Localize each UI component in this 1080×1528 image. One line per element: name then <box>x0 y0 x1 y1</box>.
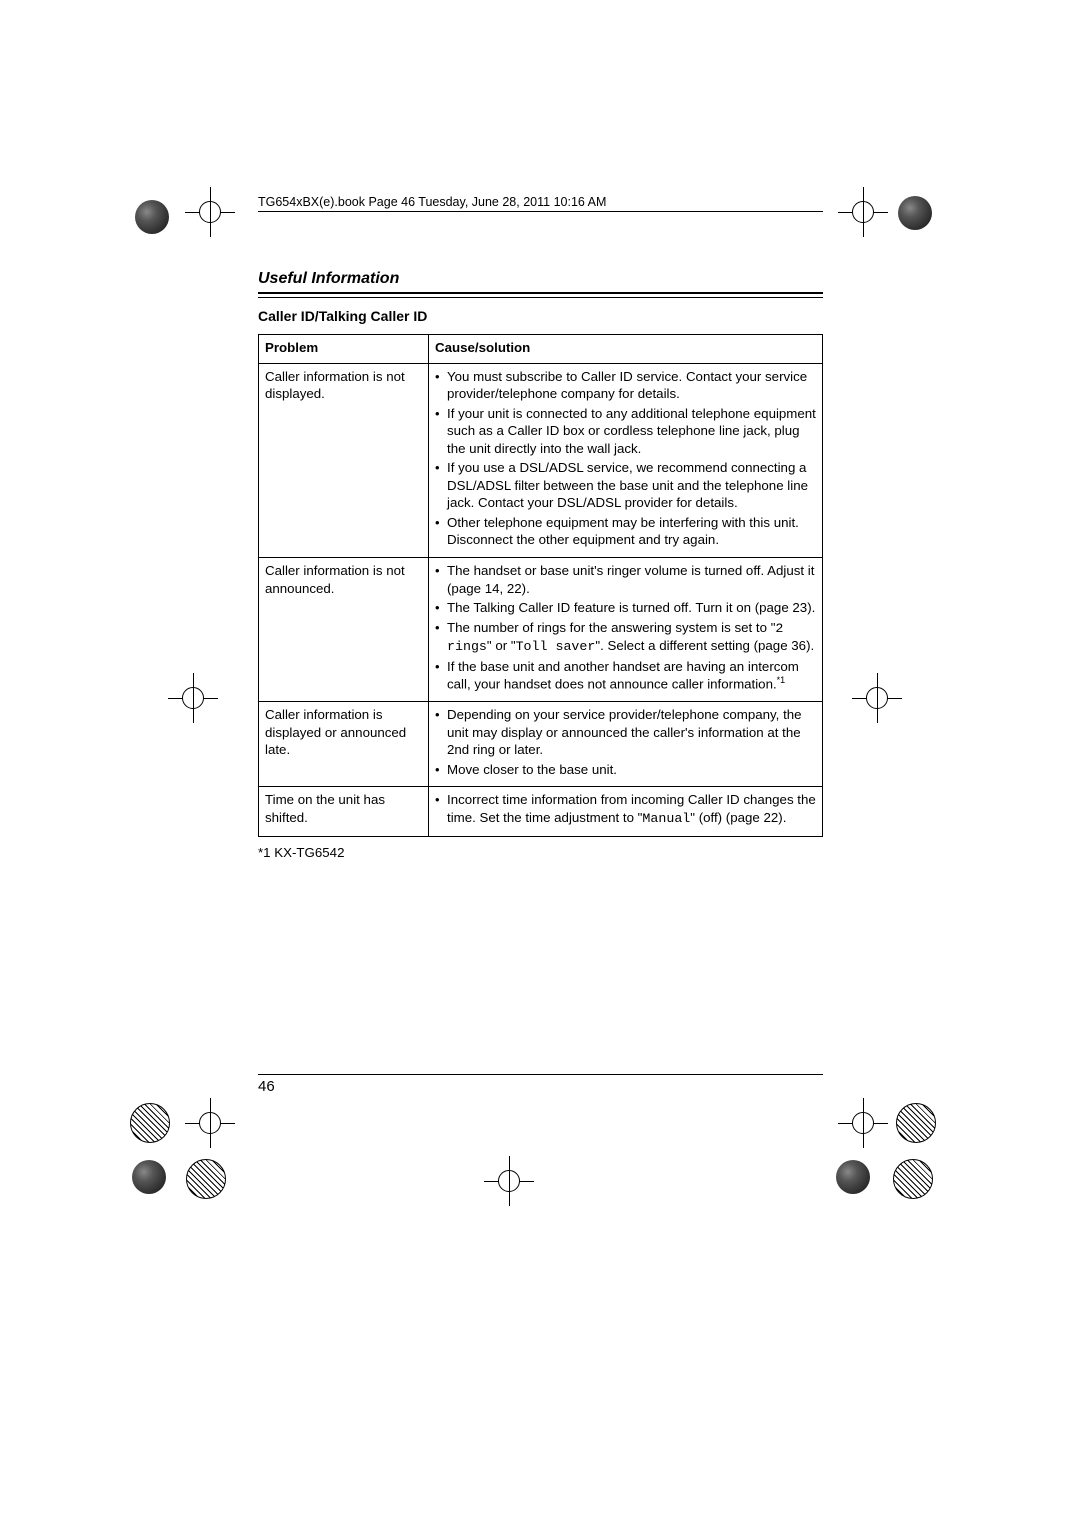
solution-item: Move closer to the base unit. <box>435 761 816 779</box>
solution-item: The handset or base unit's ringer volume… <box>435 562 816 597</box>
sphere-mark <box>135 200 169 234</box>
section-title: Useful Information <box>258 270 823 294</box>
registration-mark <box>193 1106 227 1140</box>
col-header-problem: Problem <box>259 335 429 364</box>
table-row: Caller information is not displayed.You … <box>259 363 823 557</box>
solution-item: If the base unit and another handset are… <box>435 658 816 694</box>
registration-mark <box>176 681 210 715</box>
registration-mark <box>846 195 880 229</box>
hatched-mark <box>893 1159 933 1199</box>
hatched-mark <box>186 1159 226 1199</box>
problem-cell: Time on the unit has shifted. <box>259 787 429 836</box>
page-number: 46 <box>258 1074 823 1095</box>
solution-item: You must subscribe to Caller ID service.… <box>435 368 816 403</box>
hatched-mark <box>896 1103 936 1143</box>
sphere-mark <box>132 1160 166 1194</box>
table-row: Caller information is not announced.The … <box>259 558 823 702</box>
problem-cell: Caller information is not announced. <box>259 558 429 702</box>
problem-cell: Caller information is not displayed. <box>259 363 429 557</box>
table-row: Caller information is displayed or annou… <box>259 702 823 787</box>
solution-item: Depending on your service provider/telep… <box>435 706 816 759</box>
registration-mark <box>492 1164 526 1198</box>
footnote: *1 KX-TG6542 <box>258 845 823 860</box>
solution-item: Incorrect time information from incoming… <box>435 791 816 827</box>
registration-mark <box>846 1106 880 1140</box>
solution-cell: The handset or base unit's ringer volume… <box>429 558 823 702</box>
registration-mark <box>860 681 894 715</box>
solution-item: If your unit is connected to any additio… <box>435 405 816 458</box>
solution-cell: Depending on your service provider/telep… <box>429 702 823 787</box>
hatched-mark <box>130 1103 170 1143</box>
sphere-mark <box>836 1160 870 1194</box>
sphere-mark <box>898 196 932 230</box>
solution-cell: Incorrect time information from incoming… <box>429 787 823 836</box>
solution-cell: You must subscribe to Caller ID service.… <box>429 363 823 557</box>
registration-mark <box>193 195 227 229</box>
troubleshoot-table: Problem Cause/solution Caller informatio… <box>258 334 823 837</box>
problem-cell: Caller information is displayed or annou… <box>259 702 429 787</box>
solution-item: The Talking Caller ID feature is turned … <box>435 599 816 617</box>
solution-item: Other telephone equipment may be interfe… <box>435 514 816 549</box>
print-header: TG654xBX(e).book Page 46 Tuesday, June 2… <box>258 195 823 212</box>
col-header-solution: Cause/solution <box>429 335 823 364</box>
table-row: Time on the unit has shifted.Incorrect t… <box>259 787 823 836</box>
solution-item: If you use a DSL/ADSL service, we recomm… <box>435 459 816 512</box>
solution-item: The number of rings for the answering sy… <box>435 619 816 656</box>
sub-heading: Caller ID/Talking Caller ID <box>258 308 823 324</box>
